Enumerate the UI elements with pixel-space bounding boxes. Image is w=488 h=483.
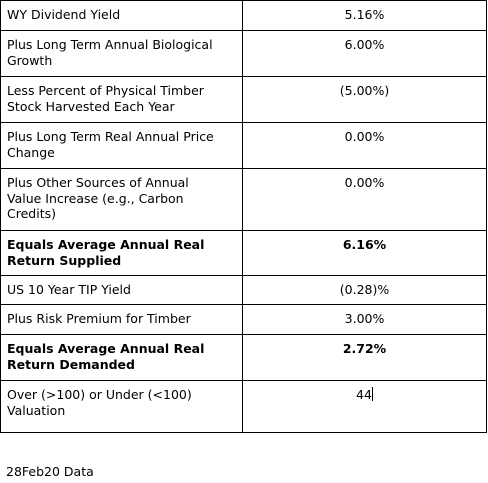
row-label: Less Percent of Physical Timber Stock Ha… xyxy=(0,76,243,123)
row-label: Over (>100) or Under (<100) Valuation xyxy=(0,380,243,433)
row-value: 44 xyxy=(356,387,372,402)
row-label: Plus Long Term Annual Biological Growth xyxy=(0,30,243,77)
table-row: Less Percent of Physical Timber Stock Ha… xyxy=(0,76,487,123)
row-label: Equals Average Annual Real Return Suppli… xyxy=(0,230,243,276)
row-value: 6.00% xyxy=(242,30,487,77)
row-value: 5.16% xyxy=(242,0,487,31)
row-value: (5.00%) xyxy=(242,76,487,123)
row-value: 0.00% xyxy=(242,122,487,169)
table-row: WY Dividend Yield 5.16% xyxy=(0,0,487,31)
row-label: Equals Average Annual Real Return Demand… xyxy=(0,334,243,381)
table-row: Plus Other Sources of Annual Value Incre… xyxy=(0,168,487,231)
row-value: 6.16% xyxy=(242,230,487,276)
footer-note: 28Feb20 Data xyxy=(6,464,94,479)
row-value: 3.00% xyxy=(242,304,487,335)
table-row: Equals Average Annual Real Return Suppli… xyxy=(0,230,487,276)
table-row: Plus Risk Premium for Timber 3.00% xyxy=(0,304,487,335)
valuation-table: WY Dividend Yield 5.16% Plus Long Term An… xyxy=(0,0,487,433)
table-row: Over (>100) or Under (<100) Valuation 44 xyxy=(0,380,487,433)
row-value: 0.00% xyxy=(242,168,487,231)
table-row: Equals Average Annual Real Return Demand… xyxy=(0,334,487,381)
row-value: 2.72% xyxy=(242,334,487,381)
row-label: Plus Other Sources of Annual Value Incre… xyxy=(0,168,243,231)
table-row: Plus Long Term Real Annual Price Change 0… xyxy=(0,122,487,169)
row-label: Plus Risk Premium for Timber xyxy=(0,304,243,335)
table-row: Plus Long Term Annual Biological Growth 6… xyxy=(0,30,487,77)
row-value-cell: 44 xyxy=(242,380,487,433)
table-row: US 10 Year TIP Yield (0.28)% xyxy=(0,275,487,305)
row-label: Plus Long Term Real Annual Price Change xyxy=(0,122,243,169)
row-label: WY Dividend Yield xyxy=(0,0,243,31)
row-value: (0.28)% xyxy=(242,275,487,305)
text-cursor xyxy=(371,387,373,401)
row-label: US 10 Year TIP Yield xyxy=(0,275,243,305)
